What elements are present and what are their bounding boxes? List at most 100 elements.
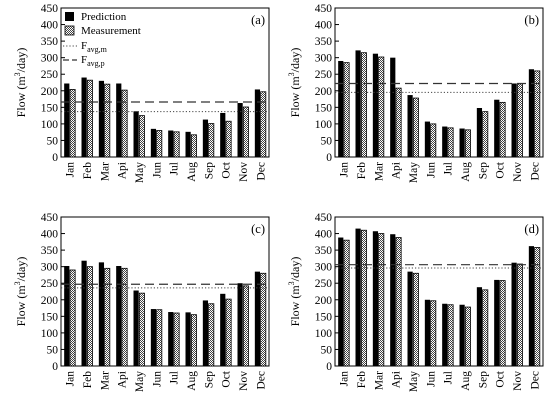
x-tick-label: Oct (495, 370, 507, 387)
y-tick-label: 400 (41, 229, 59, 241)
y-tick-label: 300 (315, 53, 333, 65)
y-tick-label: 50 (47, 344, 59, 356)
y-tick-label: 450 (315, 3, 333, 15)
x-tick-label: Dec (255, 371, 267, 390)
y-axis-title: Flow (m3/day) (287, 48, 302, 118)
x-tick-label: Nov (238, 371, 250, 391)
y-tick-label: 350 (41, 36, 59, 48)
bar-prediction (150, 309, 157, 366)
y-tick-label: 450 (41, 212, 59, 224)
bar-prediction (390, 57, 396, 157)
y-axis-title: Flow (m3/day) (287, 257, 302, 327)
bar-prediction (64, 83, 70, 157)
bar-measurement (173, 312, 180, 367)
x-tick-label: Sep (477, 371, 489, 389)
bar-measurement (86, 79, 93, 158)
y-tick-label: 100 (41, 328, 59, 340)
y-tick-label: 200 (315, 86, 333, 98)
panel-label: (b) (524, 13, 539, 27)
y-tick-label: 50 (47, 135, 59, 147)
bar-prediction (355, 50, 361, 158)
bar-measurement (430, 300, 437, 367)
bar-prediction (202, 119, 209, 157)
y-tick-label: 100 (315, 328, 333, 340)
legend-label-favg-m: Favg,m (81, 40, 108, 54)
x-tick-label: Nov (238, 162, 250, 182)
bar-prediction (168, 130, 174, 157)
legend-swatch-measurement (64, 25, 75, 36)
x-tick-label: Jul (169, 371, 181, 384)
bar-prediction (150, 128, 157, 157)
x-tick-label: Api (117, 162, 129, 179)
bar-prediction (494, 99, 500, 157)
y-tick-label: 400 (315, 20, 333, 32)
bar-prediction (494, 279, 500, 366)
bar-measurement (464, 306, 471, 367)
x-tick-label: Jun (151, 371, 163, 387)
x-tick-label: Oct (221, 161, 233, 178)
bar-measurement (360, 229, 367, 367)
bar-measurement (208, 123, 215, 158)
x-tick-label: Aug (460, 162, 472, 182)
y-tick-label: 150 (41, 311, 59, 323)
legend-swatch-prediction (65, 12, 74, 21)
bar-prediction (185, 131, 191, 157)
x-tick-label: Mar (373, 371, 385, 390)
bar-prediction (168, 312, 174, 366)
y-tick-label: 0 (326, 361, 332, 373)
chart-panel-1: 0 50 100 150 200 250 300 350 400 450 Flow (m3/day)… (13, 3, 270, 183)
bar-prediction (98, 80, 105, 157)
bar-measurement (343, 62, 350, 158)
bar-measurement (225, 298, 232, 367)
bar-prediction (511, 83, 517, 157)
bar-measurement (482, 111, 489, 158)
bar-prediction (237, 283, 243, 366)
y-axis-title: Flow (m3/day) (13, 48, 28, 118)
x-tick-label: Sep (203, 162, 215, 180)
y-tick-label: 200 (315, 295, 333, 307)
bar-measurement (156, 309, 163, 367)
bar-prediction (133, 290, 139, 366)
bar-measurement (482, 289, 489, 367)
y-axis-title: Flow (m3/day) (13, 257, 28, 327)
bar-prediction (511, 262, 517, 366)
panel-label: (c) (251, 222, 265, 236)
y-tick-label: 250 (41, 69, 59, 81)
bar-measurement (378, 56, 385, 158)
y-tick-label: 150 (315, 102, 333, 114)
bar-measurement (225, 120, 232, 158)
y-tick-label: 350 (315, 36, 333, 48)
x-tick-label: Jun (425, 371, 437, 387)
bar-measurement (138, 292, 145, 367)
bar-prediction (459, 304, 465, 366)
bar-prediction (202, 300, 209, 366)
x-tick-label: Jan (65, 371, 77, 387)
bar-prediction (116, 83, 122, 157)
bar-prediction (528, 69, 535, 157)
x-tick-label: Api (117, 371, 129, 388)
bar-measurement (447, 127, 454, 158)
x-tick-label: Nov (512, 371, 524, 391)
bar-measurement (138, 115, 145, 158)
bar-measurement (69, 269, 76, 367)
x-tick-label: Nov (512, 162, 524, 182)
bar-prediction (81, 77, 87, 157)
bar-measurement (104, 83, 111, 158)
y-tick-label: 300 (41, 262, 59, 274)
bar-measurement (464, 129, 471, 158)
x-tick-label: Jun (151, 162, 163, 178)
legend-label-favg-p: Favg,p (81, 54, 105, 68)
x-tick-label: Dec (529, 162, 541, 181)
legend-label-prediction: Prediction (81, 11, 127, 23)
x-tick-label: Mar (99, 371, 111, 390)
bar-prediction (220, 293, 226, 366)
bar-measurement (516, 83, 523, 158)
x-tick-label: Oct (221, 370, 233, 387)
x-tick-label: Jul (443, 371, 455, 384)
bar-prediction (64, 266, 70, 366)
bar-measurement (360, 52, 367, 158)
y-tick-label: 100 (41, 119, 59, 131)
y-tick-label: 250 (41, 278, 59, 290)
bar-measurement (395, 237, 402, 367)
